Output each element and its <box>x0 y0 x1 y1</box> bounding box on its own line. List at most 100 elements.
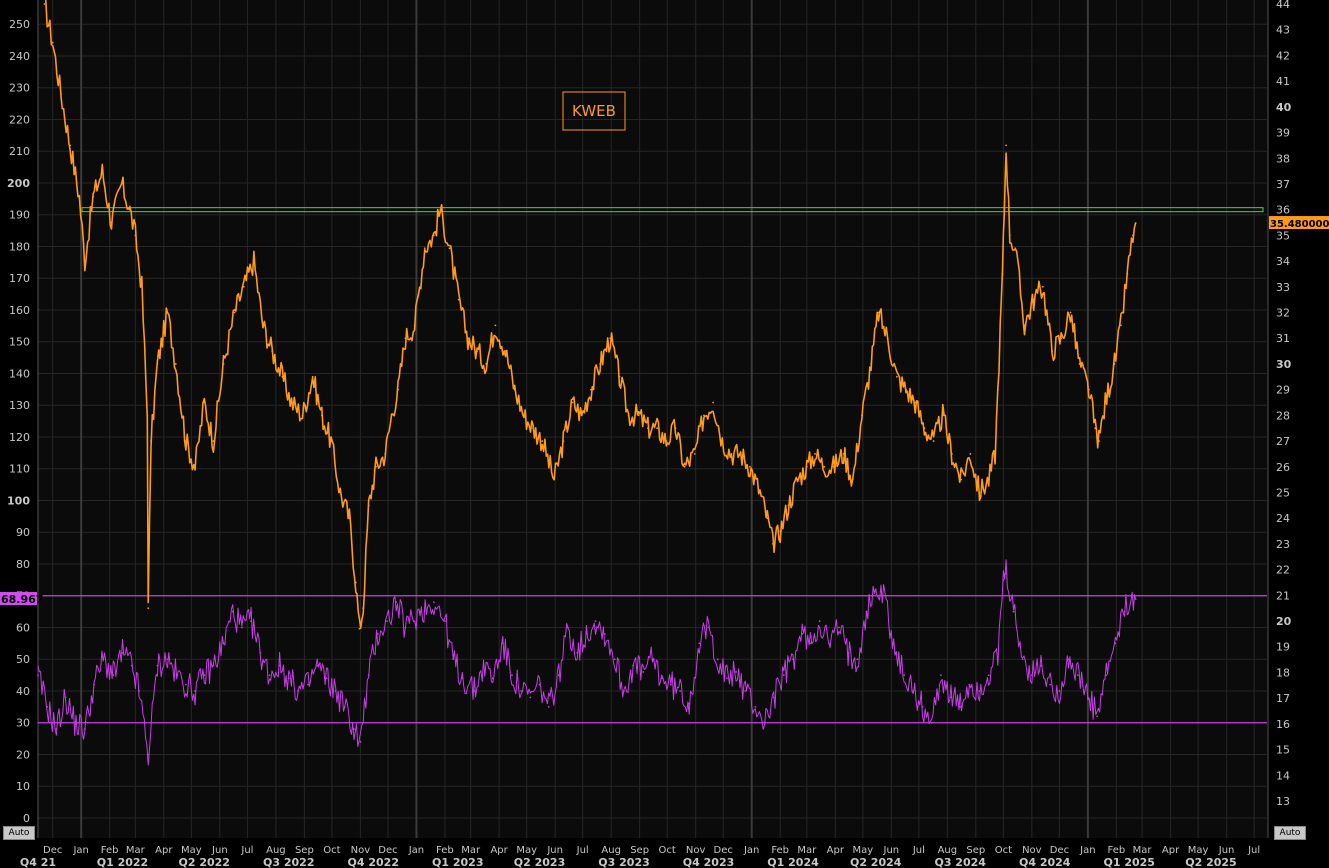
right-tick-label: 24 <box>1276 512 1290 525</box>
price-point <box>320 414 323 417</box>
rsi-point <box>491 677 494 680</box>
right-tick-label: 34 <box>1276 255 1290 268</box>
price-point <box>523 414 525 417</box>
quarter-tick-label: Q4 21 <box>20 856 56 868</box>
price-point <box>1104 401 1107 404</box>
price-point <box>1113 363 1116 365</box>
quarter-tick-label: Q4 2023 <box>683 856 734 868</box>
rsi-point <box>744 690 747 692</box>
price-point <box>1120 324 1122 327</box>
rsi-point <box>1002 578 1005 581</box>
auto-scale-right-button[interactable]: Auto <box>1274 826 1306 840</box>
month-tick-label: Sep <box>295 845 314 856</box>
rsi-point <box>175 674 178 677</box>
price-point <box>348 517 351 520</box>
rsi-point <box>307 683 309 686</box>
price-point <box>739 453 742 455</box>
right-tick-label: 27 <box>1276 435 1290 448</box>
auto-scale-left-button[interactable]: Auto <box>3 826 35 840</box>
month-tick-label: Aug <box>601 845 621 856</box>
price-point <box>120 183 123 185</box>
rsi-point <box>231 610 234 613</box>
price-point <box>485 363 488 365</box>
quarter-tick-label: Q3 2023 <box>598 856 649 868</box>
price-point <box>1126 273 1129 275</box>
price-point <box>693 453 696 455</box>
price-point <box>60 93 62 95</box>
rsi-point <box>316 664 319 667</box>
price-point <box>748 465 751 468</box>
rsi-point <box>1105 674 1108 677</box>
price-point <box>721 440 724 442</box>
rsi-point <box>278 664 281 667</box>
month-tick-label: Dec <box>714 845 733 856</box>
price-point <box>665 440 668 442</box>
month-tick-label: May <box>1188 845 1209 856</box>
month-tick-label: Apr <box>155 845 173 856</box>
month-tick-label: Oct <box>323 845 340 856</box>
month-tick-label: Sep <box>966 845 985 856</box>
left-tick-label: 170 <box>9 272 30 285</box>
quarter-tick-label: Q1 2023 <box>432 856 483 868</box>
grid-lines <box>38 0 1267 838</box>
rsi-current-label-bg <box>0 592 37 606</box>
price-point <box>870 363 873 365</box>
rsi-point <box>716 658 719 661</box>
rsi-point <box>376 632 379 635</box>
rsi-point <box>1130 594 1132 597</box>
rsi-point <box>754 705 757 708</box>
left-tick-label: 40 <box>16 685 30 698</box>
rsi-point <box>912 690 915 692</box>
price-point <box>404 337 407 340</box>
right-tick-label: 32 <box>1276 307 1290 320</box>
rsi-point <box>121 651 124 654</box>
price-point <box>311 375 314 378</box>
price-point <box>330 440 332 442</box>
price-point <box>212 440 215 442</box>
right-tick-label: 21 <box>1276 589 1290 602</box>
price-point <box>599 363 602 365</box>
price-point <box>805 465 808 468</box>
price-point <box>861 414 863 417</box>
right-tick-label: 19 <box>1276 641 1290 654</box>
left-tick-label: 110 <box>9 463 30 476</box>
price-point <box>730 453 733 455</box>
rsi-point <box>203 674 206 677</box>
left-tick-label: 120 <box>9 431 30 444</box>
price-point <box>895 375 898 378</box>
price-point <box>832 465 835 468</box>
month-tick-label: Oct <box>659 845 676 856</box>
rsi-point <box>642 671 645 673</box>
price-point <box>494 324 497 327</box>
left-tick-label: 140 <box>9 367 30 380</box>
price-point <box>1134 222 1137 224</box>
left-tick-label: 160 <box>9 304 30 317</box>
month-tick-label: Mar <box>461 845 481 856</box>
rsi-point <box>707 626 710 629</box>
price-point <box>787 504 790 507</box>
price-point <box>413 324 416 327</box>
rsi-point <box>968 683 971 686</box>
rsi-point <box>241 626 243 629</box>
left-tick-label: 10 <box>16 780 30 793</box>
left-tick-label: 50 <box>16 653 30 666</box>
rsi-point <box>903 674 906 677</box>
right-tick-label: 15 <box>1276 744 1290 757</box>
price-point <box>281 375 284 378</box>
price-point <box>150 440 152 442</box>
rsi-point <box>856 658 859 661</box>
rsi-point <box>297 690 299 692</box>
price-point <box>146 414 149 417</box>
right-axis: 13 14 15 16 17 18 19 20 21 22 23 24 25 26 27 28 29 30 31 32… <box>1267 0 1292 838</box>
price-point <box>83 260 86 262</box>
price-point <box>796 478 799 481</box>
left-tick-label: 240 <box>9 50 30 63</box>
price-point <box>466 337 469 340</box>
price-point <box>69 144 72 147</box>
price-point <box>941 414 944 417</box>
price-point <box>92 195 95 198</box>
price-point <box>362 607 365 610</box>
chart-title: KWEB <box>572 102 616 120</box>
left-tick-label: 230 <box>9 82 30 95</box>
